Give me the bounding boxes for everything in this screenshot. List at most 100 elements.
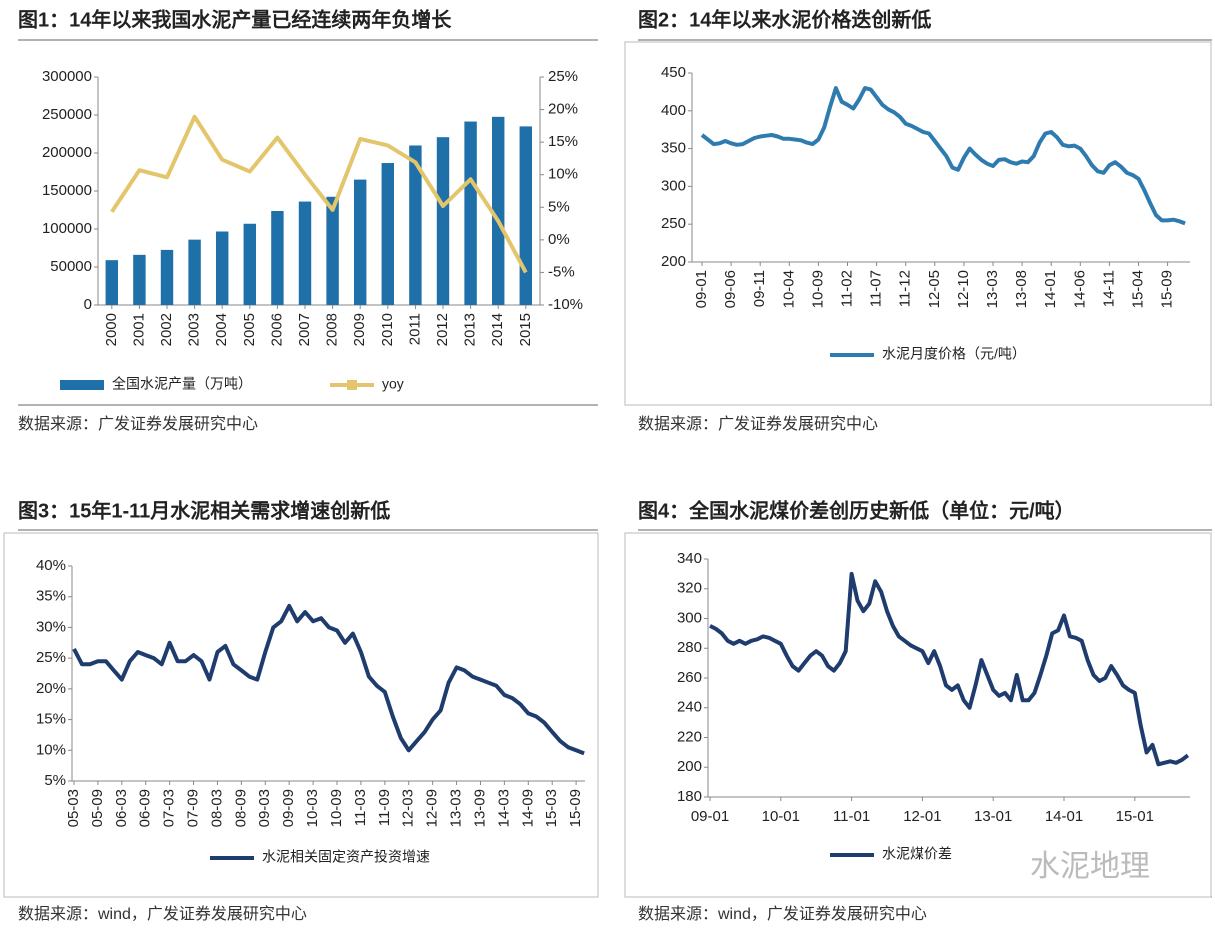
- series-line: [110, 114, 528, 274]
- x-tick-label: 10-09: [809, 270, 826, 308]
- bar: [491, 116, 505, 305]
- y2-tick-label: -5%: [548, 263, 575, 280]
- legend-label: yoy: [382, 376, 404, 392]
- source-note: 数据来源：广发证券发展研究中心: [18, 415, 258, 433]
- chart-frame: [624, 532, 1212, 898]
- x-tick-label: 13-08: [1013, 270, 1030, 308]
- y-tick-label: 200000: [42, 144, 92, 161]
- y-tick-label: 40%: [36, 557, 66, 574]
- y-tick-label: 25%: [36, 649, 66, 666]
- x-tick-label: 2009: [351, 313, 368, 346]
- y-tick-label: 100000: [42, 220, 92, 237]
- y2-tick-label: 0%: [548, 231, 570, 248]
- x-tick-label: 15-04: [1129, 270, 1146, 308]
- bar: [243, 223, 257, 305]
- bar: [436, 137, 450, 305]
- bar: [326, 196, 339, 305]
- bar: [519, 126, 533, 306]
- y2-tick-label: -10%: [548, 296, 583, 313]
- x-tick-label: 12-03: [400, 789, 417, 827]
- legend-label: 水泥月度价格（元/吨）: [882, 346, 1026, 362]
- x-tick-label: 09-06: [722, 270, 739, 308]
- y2-tick-label: 20%: [548, 101, 578, 118]
- x-tick-label: 14-09: [519, 789, 536, 827]
- x-tick-label: 15-01: [1116, 808, 1154, 825]
- y-tick-label: 200: [661, 253, 686, 270]
- x-tick-label: 2014: [489, 313, 506, 346]
- x-tick-label: 05-09: [89, 789, 106, 827]
- x-tick-label: 2004: [213, 313, 230, 346]
- chart-frame: [3, 532, 599, 898]
- bar: [409, 145, 422, 305]
- chart-title: 图3：15年1-11月水泥相关需求增速创新低: [18, 498, 390, 522]
- bar: [381, 163, 395, 305]
- series-line: [700, 86, 1186, 226]
- y-tick-label: 300000: [42, 68, 92, 85]
- y2-tick-label: 10%: [548, 166, 578, 183]
- x-tick-label: 2015: [517, 313, 534, 346]
- y-tick-label: 250: [661, 215, 686, 232]
- x-tick-label: 2002: [158, 313, 175, 346]
- y-tick-label: 200: [677, 758, 702, 775]
- x-tick-label: 2007: [296, 313, 313, 346]
- y-tick-label: 50000: [50, 258, 92, 275]
- x-tick-label: 2008: [324, 313, 341, 346]
- x-tick-label: 12-10: [955, 270, 972, 308]
- y-tick-label: 30%: [36, 618, 66, 635]
- x-tick-label: 09-09: [280, 789, 297, 827]
- y-tick-label: 20%: [36, 680, 66, 697]
- bar: [353, 179, 367, 305]
- x-tick-label: 07-03: [161, 789, 178, 827]
- x-tick-label: 2003: [186, 313, 203, 346]
- x-tick-label: 2005: [241, 313, 258, 346]
- y-tick-label: 150000: [42, 182, 92, 199]
- x-tick-label: 14-01: [1042, 270, 1059, 308]
- y-tick-label: 35%: [36, 588, 66, 605]
- bar: [133, 254, 146, 305]
- y-tick-label: 350: [661, 140, 686, 157]
- x-tick-label: 13-01: [974, 808, 1012, 825]
- legend-marker: [347, 380, 357, 390]
- series-line: [709, 571, 1190, 767]
- legend-label: 水泥煤价差: [882, 846, 952, 862]
- y-tick-label: 300: [661, 177, 686, 194]
- y-tick-label: 5%: [44, 772, 66, 789]
- x-tick-label: 15-09: [567, 789, 584, 827]
- x-tick-label: 2000: [103, 313, 120, 346]
- y-tick-label: 180: [677, 788, 702, 805]
- chart-title: 图2：14年以来水泥价格迭创新低: [638, 7, 931, 31]
- y-tick-label: 300: [677, 609, 702, 626]
- x-tick-label: 11-03: [352, 789, 369, 826]
- x-tick-label: 09-01: [693, 270, 710, 308]
- series-line: [72, 603, 585, 756]
- x-tick-label: 10-03: [304, 789, 321, 827]
- x-tick-label: 14-06: [1071, 270, 1088, 308]
- x-tick-label: 08-03: [208, 789, 225, 827]
- bar: [160, 249, 174, 305]
- x-tick-label: 11-02: [838, 270, 855, 307]
- y2-tick-label: 5%: [548, 198, 570, 215]
- watermark: 水泥地理: [1030, 850, 1150, 883]
- legend-swatch: [60, 380, 104, 390]
- y-tick-label: 340: [677, 550, 702, 567]
- x-tick-label: 2011: [406, 313, 423, 345]
- source-note: 数据来源：广发证券发展研究中心: [638, 415, 878, 433]
- bar: [215, 231, 229, 305]
- x-tick-label: 06-03: [113, 789, 130, 827]
- x-tick-label: 11-12: [897, 270, 914, 307]
- x-tick-label: 2013: [462, 313, 479, 346]
- x-tick-label: 09-11: [751, 270, 768, 307]
- y-tick-label: 280: [677, 639, 702, 656]
- x-tick-label: 07-09: [185, 789, 202, 827]
- source-note: 数据来源：wind，广发证券发展研究中心: [18, 905, 307, 923]
- x-tick-label: 06-09: [137, 789, 154, 827]
- x-tick-label: 13-03: [984, 270, 1001, 308]
- x-tick-label: 2001: [130, 313, 147, 346]
- x-tick-label: 13-09: [471, 789, 488, 827]
- bar: [271, 210, 284, 305]
- x-tick-label: 08-09: [232, 789, 249, 827]
- x-tick-label: 14-03: [495, 789, 512, 827]
- y-tick-label: 400: [661, 102, 686, 119]
- x-tick-label: 05-03: [65, 789, 82, 827]
